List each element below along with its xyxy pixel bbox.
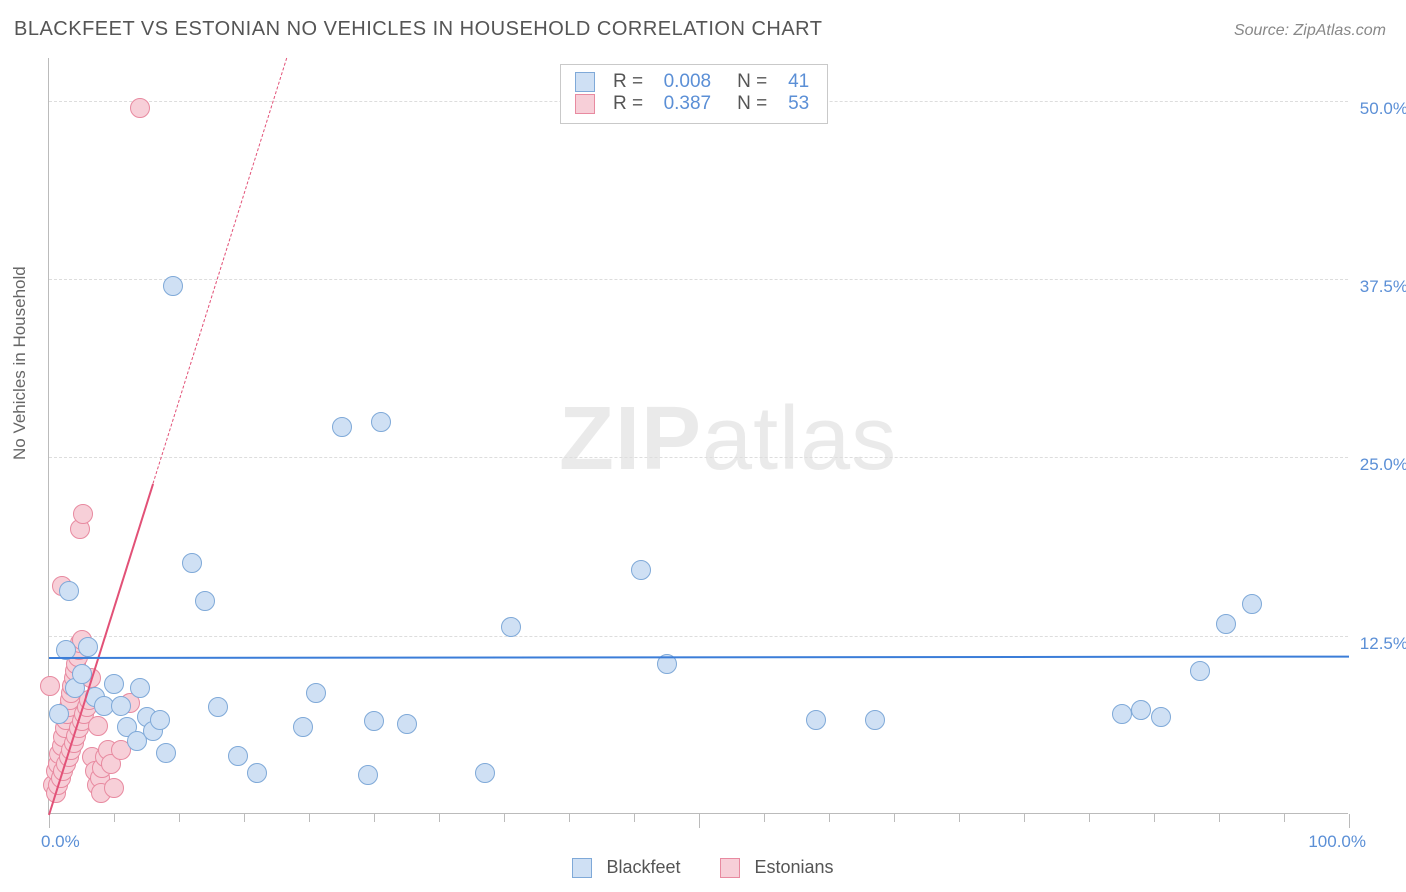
stat-label: N = (737, 93, 767, 115)
scatter-point (88, 716, 108, 736)
x-tick (309, 814, 310, 822)
y-tick-label: 37.5% (1360, 277, 1406, 297)
scatter-point (306, 683, 326, 703)
stat-n-value: 41 (779, 71, 809, 93)
scatter-point (358, 765, 378, 785)
scatter-point (150, 710, 170, 730)
scatter-point (1112, 704, 1132, 724)
scatter-point (56, 640, 76, 660)
x-tick (569, 814, 570, 822)
stat-label: R = (613, 93, 643, 115)
x-tick (634, 814, 635, 822)
x-tick (1284, 814, 1285, 822)
stat-label: R = (613, 71, 643, 93)
x-tick (1219, 814, 1220, 822)
x-tick-label: 100.0% (1308, 832, 1366, 852)
watermark: ZIPatlas (559, 388, 897, 491)
scatter-point (111, 696, 131, 716)
x-tick (1349, 814, 1350, 828)
legend-item: Blackfeet (572, 857, 680, 878)
x-tick (959, 814, 960, 822)
scatter-point (1242, 594, 1262, 614)
stats-row: R = 0.387 N = 53 (575, 93, 809, 115)
watermark-rest: atlas (702, 389, 897, 489)
scatter-plot: ZIPatlas 12.5%25.0%37.5%50.0%0.0%100.0% (48, 58, 1348, 814)
stat-r-value: 0.008 (655, 71, 711, 93)
x-tick (504, 814, 505, 822)
scatter-point (156, 743, 176, 763)
legend-label: Estonians (754, 857, 833, 878)
x-tick (374, 814, 375, 822)
x-tick (1024, 814, 1025, 822)
scatter-point (332, 417, 352, 437)
gridline (49, 279, 1348, 280)
stat-r-value: 0.387 (655, 93, 711, 115)
stats-row: R = 0.008 N = 41 (575, 71, 809, 93)
gridline (49, 636, 1348, 637)
legend-swatch (720, 858, 740, 878)
stat-label: N = (737, 71, 767, 93)
scatter-point (228, 746, 248, 766)
scatter-point (293, 717, 313, 737)
chart-title: BLACKFEET VS ESTONIAN NO VEHICLES IN HOU… (14, 18, 822, 41)
scatter-point (364, 711, 384, 731)
scatter-point (631, 560, 651, 580)
scatter-point (865, 710, 885, 730)
scatter-point (371, 412, 391, 432)
x-tick (764, 814, 765, 822)
scatter-point (195, 591, 215, 611)
scatter-point (72, 664, 92, 684)
scatter-point (1216, 614, 1236, 634)
x-tick (1154, 814, 1155, 822)
scatter-point (208, 697, 228, 717)
scatter-point (59, 581, 79, 601)
x-tick (699, 814, 700, 828)
y-tick-label: 12.5% (1360, 634, 1406, 654)
scatter-point (78, 637, 98, 657)
legend-item: Estonians (720, 857, 833, 878)
correlation-stats-box: R = 0.008 N = 41 R = 0.387 N = 53 (560, 64, 828, 124)
trend-line (49, 656, 1349, 659)
x-tick (179, 814, 180, 822)
source-credit: Source: ZipAtlas.com (1234, 22, 1386, 40)
scatter-point (657, 654, 677, 674)
scatter-point (475, 763, 495, 783)
stat-n-value: 53 (779, 93, 809, 115)
x-tick (114, 814, 115, 822)
x-tick (829, 814, 830, 822)
x-tick (894, 814, 895, 822)
legend-label: Blackfeet (606, 857, 680, 878)
scatter-point (40, 676, 60, 696)
scatter-point (104, 674, 124, 694)
legend-swatch (575, 72, 595, 92)
y-tick-label: 25.0% (1360, 455, 1406, 475)
watermark-bold: ZIP (559, 389, 702, 489)
x-tick (1089, 814, 1090, 822)
legend-swatch (572, 858, 592, 878)
scatter-point (73, 504, 93, 524)
scatter-point (1190, 661, 1210, 681)
legend-swatch (575, 94, 595, 114)
y-tick-label: 50.0% (1360, 99, 1406, 119)
scatter-point (130, 678, 150, 698)
gridline (49, 457, 1348, 458)
scatter-point (501, 617, 521, 637)
scatter-point (104, 778, 124, 798)
scatter-point (806, 710, 826, 730)
scatter-point (163, 276, 183, 296)
x-tick-label: 0.0% (41, 832, 80, 852)
legend: Blackfeet Estonians (0, 857, 1406, 878)
x-tick (439, 814, 440, 822)
scatter-point (1131, 700, 1151, 720)
scatter-point (182, 553, 202, 573)
scatter-point (247, 763, 267, 783)
scatter-point (49, 704, 69, 724)
x-tick (49, 814, 50, 828)
trend-line (153, 58, 288, 483)
x-tick (244, 814, 245, 822)
scatter-point (397, 714, 417, 734)
y-axis-label: No Vehicles in Household (10, 266, 30, 460)
scatter-point (130, 98, 150, 118)
scatter-point (1151, 707, 1171, 727)
